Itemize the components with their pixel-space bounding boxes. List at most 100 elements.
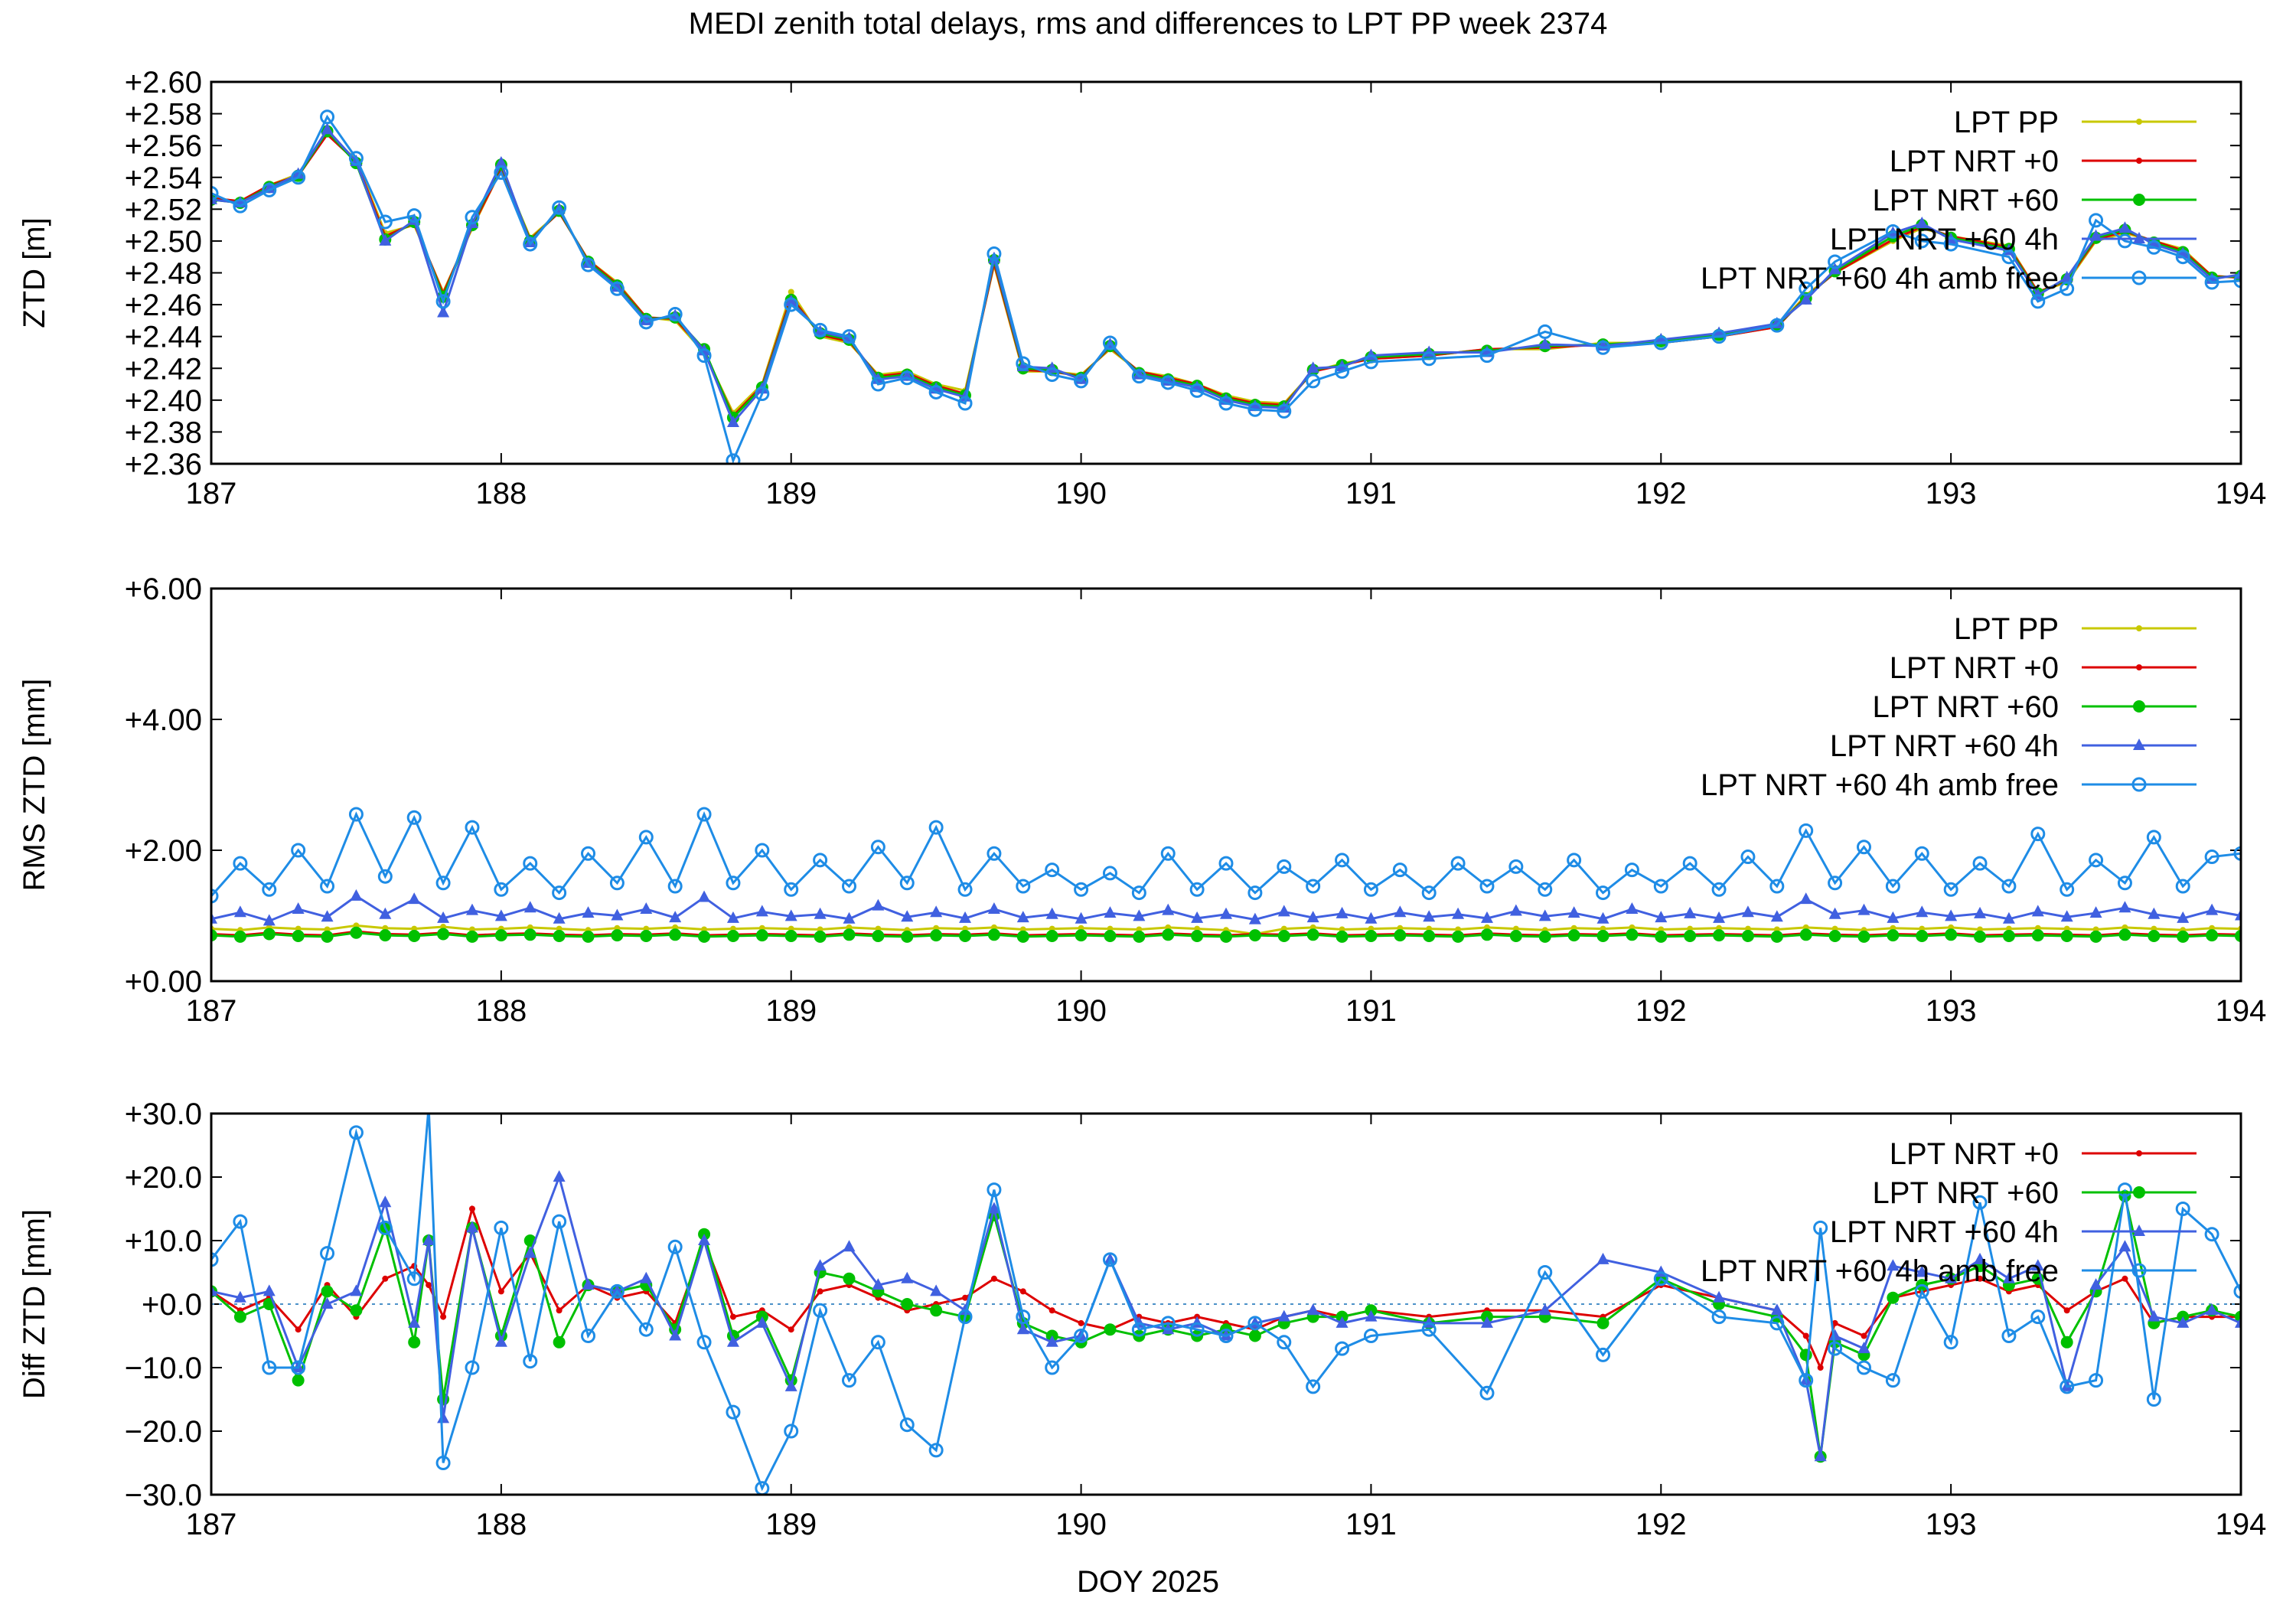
data-point bbox=[2233, 1283, 2241, 1299]
data-point bbox=[2031, 929, 2044, 942]
data-point bbox=[726, 1404, 741, 1420]
data-point bbox=[465, 820, 480, 835]
data-point bbox=[1016, 879, 1031, 894]
data-point bbox=[1019, 1288, 1026, 1295]
data-point bbox=[901, 930, 914, 943]
data-point bbox=[377, 214, 393, 230]
data-point bbox=[291, 843, 306, 858]
data-point bbox=[295, 1326, 302, 1333]
data-point bbox=[262, 1360, 277, 1375]
data-point bbox=[1102, 866, 1117, 881]
y-tick-label: +6.00 bbox=[125, 572, 202, 606]
series-line bbox=[211, 1205, 2241, 1371]
x-tick-label: 194 bbox=[2216, 1508, 2267, 1541]
data-point bbox=[581, 257, 596, 272]
data-point bbox=[1856, 1360, 1871, 1375]
data-point bbox=[1814, 1450, 1827, 1462]
data-point bbox=[523, 236, 538, 252]
data-point bbox=[1045, 1360, 1060, 1375]
data-point bbox=[1104, 930, 1117, 943]
data-point bbox=[1363, 882, 1378, 897]
data-point bbox=[1945, 1271, 1958, 1283]
data-point bbox=[1653, 335, 1668, 351]
x-tick-label: 190 bbox=[1055, 477, 1107, 510]
data-point bbox=[465, 1221, 478, 1233]
data-point bbox=[899, 1417, 915, 1433]
data-point bbox=[1104, 906, 1117, 918]
data-point bbox=[1078, 1319, 1084, 1326]
data-point bbox=[1189, 383, 1205, 398]
data-point bbox=[1162, 903, 1175, 915]
data-point bbox=[1770, 930, 1783, 943]
x-tick-label: 188 bbox=[475, 1508, 527, 1541]
data-point bbox=[843, 1240, 856, 1252]
data-point bbox=[292, 167, 305, 179]
data-point bbox=[669, 1329, 682, 1341]
data-point bbox=[899, 876, 915, 891]
data-point bbox=[696, 807, 712, 822]
data-point bbox=[813, 853, 828, 868]
legend-marker bbox=[2133, 739, 2145, 750]
data-point bbox=[437, 305, 450, 318]
data-point bbox=[2002, 1271, 2015, 1283]
data-point bbox=[2060, 910, 2073, 922]
data-point bbox=[2235, 930, 2241, 943]
data-point bbox=[1972, 856, 1988, 871]
data-point bbox=[377, 869, 393, 884]
data-point bbox=[928, 1443, 944, 1458]
data-point bbox=[1074, 373, 1089, 389]
data-point bbox=[841, 329, 856, 344]
data-point bbox=[788, 289, 794, 295]
data-point bbox=[382, 1275, 389, 1282]
data-point bbox=[2118, 928, 2131, 941]
data-point bbox=[611, 280, 624, 292]
data-point bbox=[1452, 930, 1465, 943]
data-point bbox=[348, 807, 364, 822]
data-point bbox=[348, 1125, 364, 1140]
data-point bbox=[233, 1214, 248, 1229]
data-point bbox=[1977, 1275, 1984, 1282]
data-point bbox=[497, 1288, 504, 1295]
data-point bbox=[669, 911, 682, 923]
plot-area bbox=[211, 1114, 2241, 1495]
data-point bbox=[321, 910, 334, 922]
data-point bbox=[1016, 356, 1031, 371]
data-point bbox=[1277, 1335, 1292, 1350]
chart-panels: ZTD [m]+2.60+2.58+2.56+2.54+2.52+2.50+2.… bbox=[18, 66, 2266, 1541]
data-point bbox=[698, 1234, 711, 1245]
data-point bbox=[2204, 850, 2219, 865]
data-point bbox=[1363, 354, 1378, 370]
plot-frame bbox=[210, 587, 2242, 983]
data-point bbox=[2235, 1316, 2241, 1328]
data-point bbox=[1102, 335, 1117, 351]
legend-label: LPT NRT +0 bbox=[1890, 1137, 2059, 1171]
y-tick-label: +20.0 bbox=[125, 1161, 202, 1195]
data-point bbox=[435, 294, 451, 309]
data-point bbox=[1596, 885, 1611, 901]
data-point bbox=[957, 1309, 973, 1325]
data-point bbox=[2122, 1275, 2128, 1282]
data-point bbox=[2146, 830, 2161, 845]
x-tick-label: 194 bbox=[2216, 477, 2267, 510]
data-point bbox=[667, 307, 683, 322]
data-point bbox=[813, 1303, 828, 1318]
data-point bbox=[523, 856, 538, 871]
data-point bbox=[1480, 1316, 1493, 1328]
data-point bbox=[211, 1284, 217, 1296]
legend-marker bbox=[2136, 158, 2142, 164]
data-point bbox=[1538, 324, 1553, 339]
data-point bbox=[379, 929, 392, 942]
data-point bbox=[1191, 911, 1204, 923]
data-point bbox=[233, 198, 248, 214]
data-point bbox=[1624, 863, 1639, 878]
data-point bbox=[1277, 401, 1290, 413]
data-point bbox=[291, 1360, 306, 1375]
data-point bbox=[1538, 1265, 1553, 1280]
data-point bbox=[1074, 882, 1089, 897]
data-point bbox=[2177, 930, 2190, 943]
data-point bbox=[1306, 373, 1321, 389]
data-point bbox=[379, 233, 392, 246]
data-point bbox=[1450, 856, 1466, 871]
data-point bbox=[784, 882, 799, 897]
legend-label: LPT NRT +60 4h bbox=[1830, 1215, 2059, 1249]
